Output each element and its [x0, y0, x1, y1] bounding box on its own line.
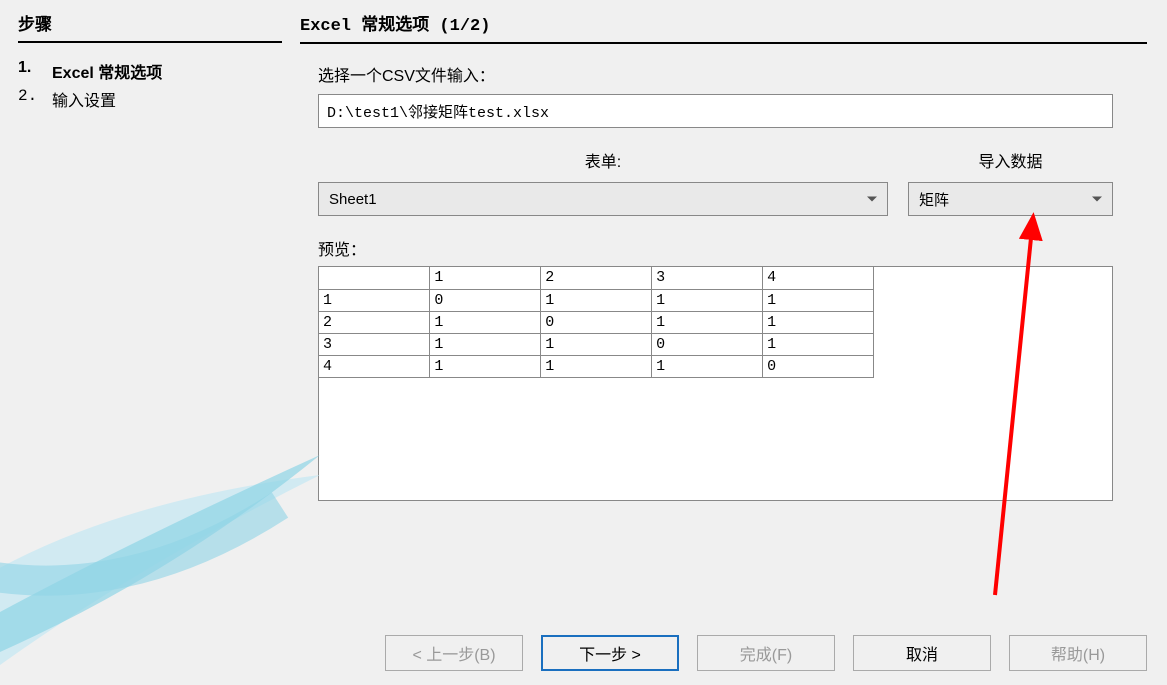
- csv-label: 选择一个CSV文件输入：: [318, 62, 1143, 86]
- table-cell: 1: [652, 311, 763, 333]
- chevron-down-icon: [867, 197, 877, 202]
- table-row: 31101: [319, 333, 874, 355]
- step-num: 1.: [18, 59, 38, 83]
- preview-box: 123410111210113110141110: [318, 266, 1113, 501]
- csv-path-input[interactable]: [318, 94, 1113, 128]
- table-cell: 1: [763, 289, 874, 311]
- preview-label: 预览：: [318, 236, 1143, 260]
- table-cell: 1: [541, 289, 652, 311]
- table-cell: 1: [763, 333, 874, 355]
- page-title: Excel 常规选项 (1/2): [300, 10, 1147, 44]
- table-cell: 4: [319, 355, 430, 377]
- help-button: 帮助(H): [1009, 635, 1147, 671]
- sheet-label: 表单:: [318, 148, 888, 172]
- table-header-cell: [319, 267, 430, 289]
- sheet-value: Sheet1: [329, 191, 377, 208]
- step-label: Excel 常规选项: [52, 59, 162, 83]
- table-header-cell: 1: [430, 267, 541, 289]
- table-cell: 1: [430, 311, 541, 333]
- table-cell: 3: [319, 333, 430, 355]
- table-header-cell: 3: [652, 267, 763, 289]
- sheet-dropdown[interactable]: Sheet1: [318, 182, 888, 216]
- table-cell: 1: [319, 289, 430, 311]
- step-num: 2.: [18, 87, 38, 111]
- table-cell: 1: [430, 355, 541, 377]
- main-panel: Excel 常规选项 (1/2) 选择一个CSV文件输入： 表单: Sheet1…: [300, 0, 1167, 620]
- table-row: 21011: [319, 311, 874, 333]
- table-header-cell: 2: [541, 267, 652, 289]
- table-row: 41110: [319, 355, 874, 377]
- table-cell: 1: [430, 333, 541, 355]
- table-cell: 1: [652, 289, 763, 311]
- preview-table: 123410111210113110141110: [319, 267, 874, 378]
- step-list: 1. Excel 常规选项 2. 输入设置: [18, 57, 282, 113]
- cancel-button[interactable]: 取消: [853, 635, 991, 671]
- table-header-cell: 4: [763, 267, 874, 289]
- table-cell: 0: [541, 311, 652, 333]
- table-cell: 1: [541, 355, 652, 377]
- steps-header: 步骤: [18, 10, 282, 43]
- table-cell: 2: [319, 311, 430, 333]
- steps-sidebar: 步骤 1. Excel 常规选项 2. 输入设置: [0, 0, 300, 620]
- table-cell: 1: [763, 311, 874, 333]
- finish-button: 完成(F): [697, 635, 835, 671]
- import-dropdown[interactable]: 矩阵: [908, 182, 1113, 216]
- chevron-down-icon: [1092, 197, 1102, 202]
- table-cell: 0: [652, 333, 763, 355]
- table-row: 10111: [319, 289, 874, 311]
- step-item-2[interactable]: 2. 输入设置: [18, 85, 282, 113]
- step-label: 输入设置: [52, 87, 116, 111]
- table-cell: 1: [652, 355, 763, 377]
- step-item-1[interactable]: 1. Excel 常规选项: [18, 57, 282, 85]
- table-cell: 1: [541, 333, 652, 355]
- button-bar: < 上一步(B) 下一步 > 完成(F) 取消 帮助(H): [385, 635, 1147, 671]
- import-value: 矩阵: [919, 189, 949, 210]
- table-cell: 0: [430, 289, 541, 311]
- back-button: < 上一步(B): [385, 635, 523, 671]
- next-button[interactable]: 下一步 >: [541, 635, 679, 671]
- import-label: 导入数据: [908, 148, 1113, 172]
- table-cell: 0: [763, 355, 874, 377]
